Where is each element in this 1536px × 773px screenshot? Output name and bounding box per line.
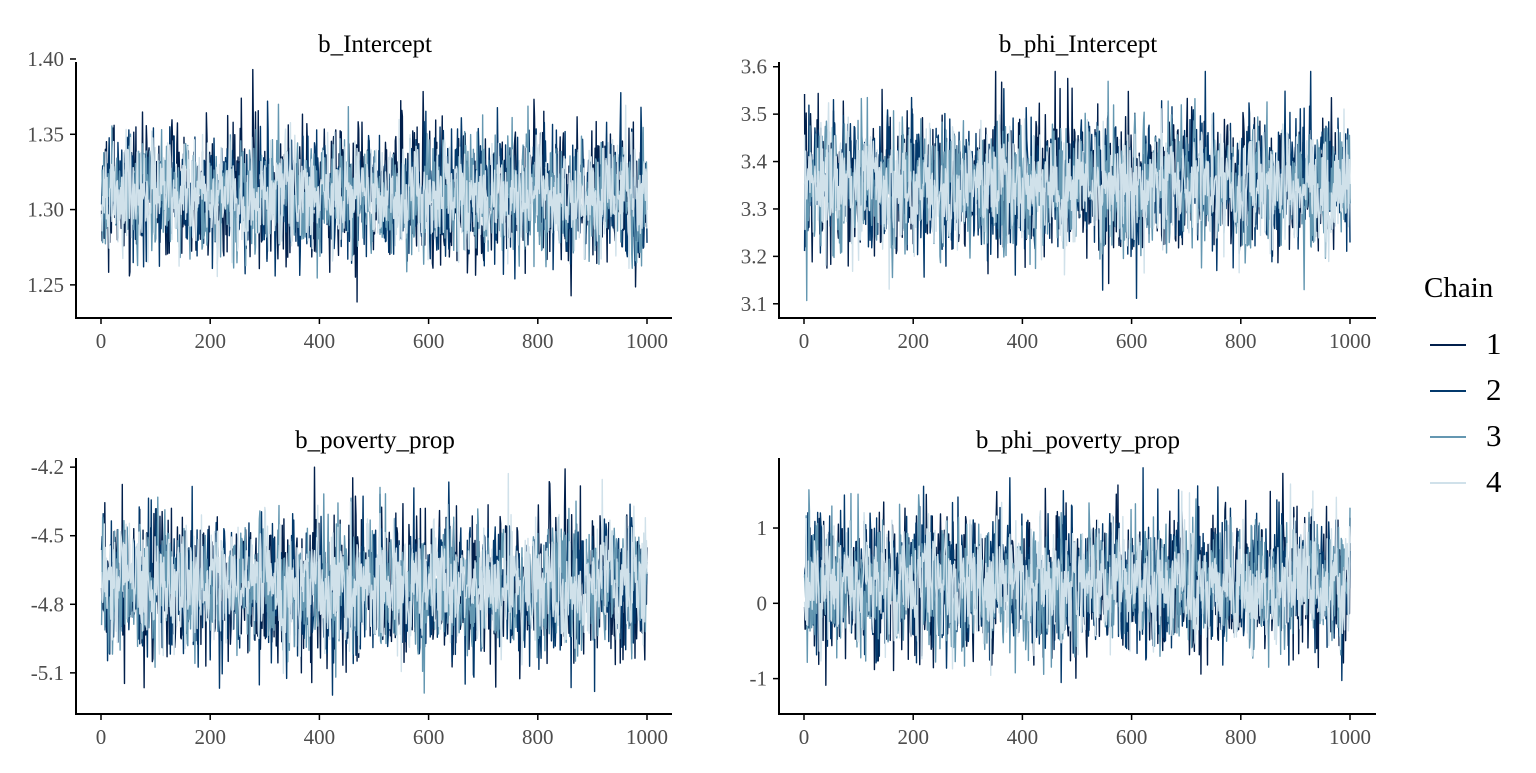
x-tick-label: 1000 bbox=[1329, 329, 1371, 353]
x-tick-label: 1000 bbox=[626, 725, 668, 749]
legend-item-chain-2: 2 bbox=[1424, 368, 1534, 414]
x-tick-label: 400 bbox=[1007, 329, 1039, 353]
x-tick-label: 0 bbox=[96, 725, 107, 749]
x-tick-label: 800 bbox=[522, 725, 554, 749]
y-tick-label: 3.3 bbox=[741, 197, 767, 221]
y-tick-label: 1.40 bbox=[27, 47, 64, 71]
legend-label-chain-1: 1 bbox=[1486, 326, 1502, 361]
x-tick-label: 600 bbox=[1116, 725, 1148, 749]
legend-label-chain-2: 2 bbox=[1486, 372, 1502, 407]
x-tick-label: 800 bbox=[1225, 725, 1257, 749]
x-tick-label: 400 bbox=[304, 725, 336, 749]
x-tick-label: 1000 bbox=[1329, 725, 1371, 749]
y-tick-label: -4.2 bbox=[31, 455, 64, 479]
panel-title: b_poverty_prop bbox=[295, 427, 455, 454]
panel-b_phi_poverty_prop: b_phi_poverty_prop -1 0 1 0 200 400 600 800 1000 bbox=[750, 427, 1376, 749]
y-tick-label: 1.35 bbox=[27, 122, 64, 146]
y-tick-label: -4.5 bbox=[31, 524, 64, 548]
panel-title: b_phi_poverty_prop bbox=[976, 427, 1180, 454]
legend-key-chain-1 bbox=[1430, 344, 1466, 346]
legend-label-chain-3: 3 bbox=[1486, 418, 1502, 453]
x-tick-label: 200 bbox=[194, 329, 226, 353]
panel-b_Intercept: b_Intercept 1.25 1.30 1.35 1.40 0 200 400 600 800… bbox=[27, 31, 672, 353]
trace-chain-4 bbox=[100, 104, 648, 278]
y-tick-label: 1 bbox=[757, 516, 768, 540]
x-tick-label: 600 bbox=[413, 329, 445, 353]
y-tick-label: 3.1 bbox=[741, 292, 767, 316]
legend-item-chain-4: 4 bbox=[1424, 460, 1534, 506]
trace-chain-4 bbox=[100, 472, 648, 674]
x-tick-label: 400 bbox=[304, 329, 336, 353]
y-tick-label: -4.8 bbox=[31, 592, 64, 616]
panel-b_phi_Intercept: b_phi_Intercept 3.1 3.2 3.3 3.4 3.5 3.6 0 200 400… bbox=[741, 31, 1376, 353]
trace-chain-4 bbox=[803, 483, 1351, 677]
legend-key-chain-4 bbox=[1430, 482, 1466, 484]
x-tick-label: 0 bbox=[799, 329, 810, 353]
legend-item-chain-3: 3 bbox=[1424, 414, 1534, 460]
legend-key-chain-2 bbox=[1430, 390, 1466, 392]
x-tick-label: 800 bbox=[522, 329, 554, 353]
x-tick-label: 400 bbox=[1007, 725, 1039, 749]
chain-legend: Chain 1 2 3 4 bbox=[1424, 272, 1534, 502]
x-tick-label: 0 bbox=[96, 329, 107, 353]
x-tick-label: 200 bbox=[897, 329, 929, 353]
y-tick-label: 3.4 bbox=[741, 150, 768, 174]
x-tick-label: 600 bbox=[1116, 329, 1148, 353]
legend-title: Chain bbox=[1424, 272, 1494, 304]
x-tick-label: 200 bbox=[897, 725, 929, 749]
y-tick-label: 1.25 bbox=[27, 273, 64, 297]
y-tick-label: -1 bbox=[750, 667, 768, 691]
panel-b_poverty_prop: b_poverty_prop -5.1 -4.8 -4.5 -4.2 0 200 400 600… bbox=[31, 427, 672, 749]
legend-item-chain-1: 1 bbox=[1424, 322, 1534, 368]
panel-title: b_Intercept bbox=[318, 31, 432, 58]
legend-key-chain-3 bbox=[1430, 436, 1466, 438]
y-tick-label: -5.1 bbox=[31, 661, 64, 685]
y-tick-label: 0 bbox=[757, 591, 768, 615]
legend-label-chain-4: 4 bbox=[1486, 464, 1502, 499]
x-tick-label: 1000 bbox=[626, 329, 668, 353]
y-tick-label: 3.2 bbox=[741, 244, 767, 268]
y-tick-label: 3.5 bbox=[741, 102, 767, 126]
y-tick-label: 1.30 bbox=[27, 198, 64, 222]
x-tick-label: 800 bbox=[1225, 329, 1257, 353]
x-tick-label: 600 bbox=[413, 725, 445, 749]
trace-chain-4 bbox=[803, 102, 1351, 290]
y-tick-label: 3.6 bbox=[741, 55, 767, 79]
panel-title: b_phi_Intercept bbox=[999, 31, 1157, 58]
x-tick-label: 0 bbox=[799, 725, 810, 749]
x-tick-label: 200 bbox=[194, 725, 226, 749]
